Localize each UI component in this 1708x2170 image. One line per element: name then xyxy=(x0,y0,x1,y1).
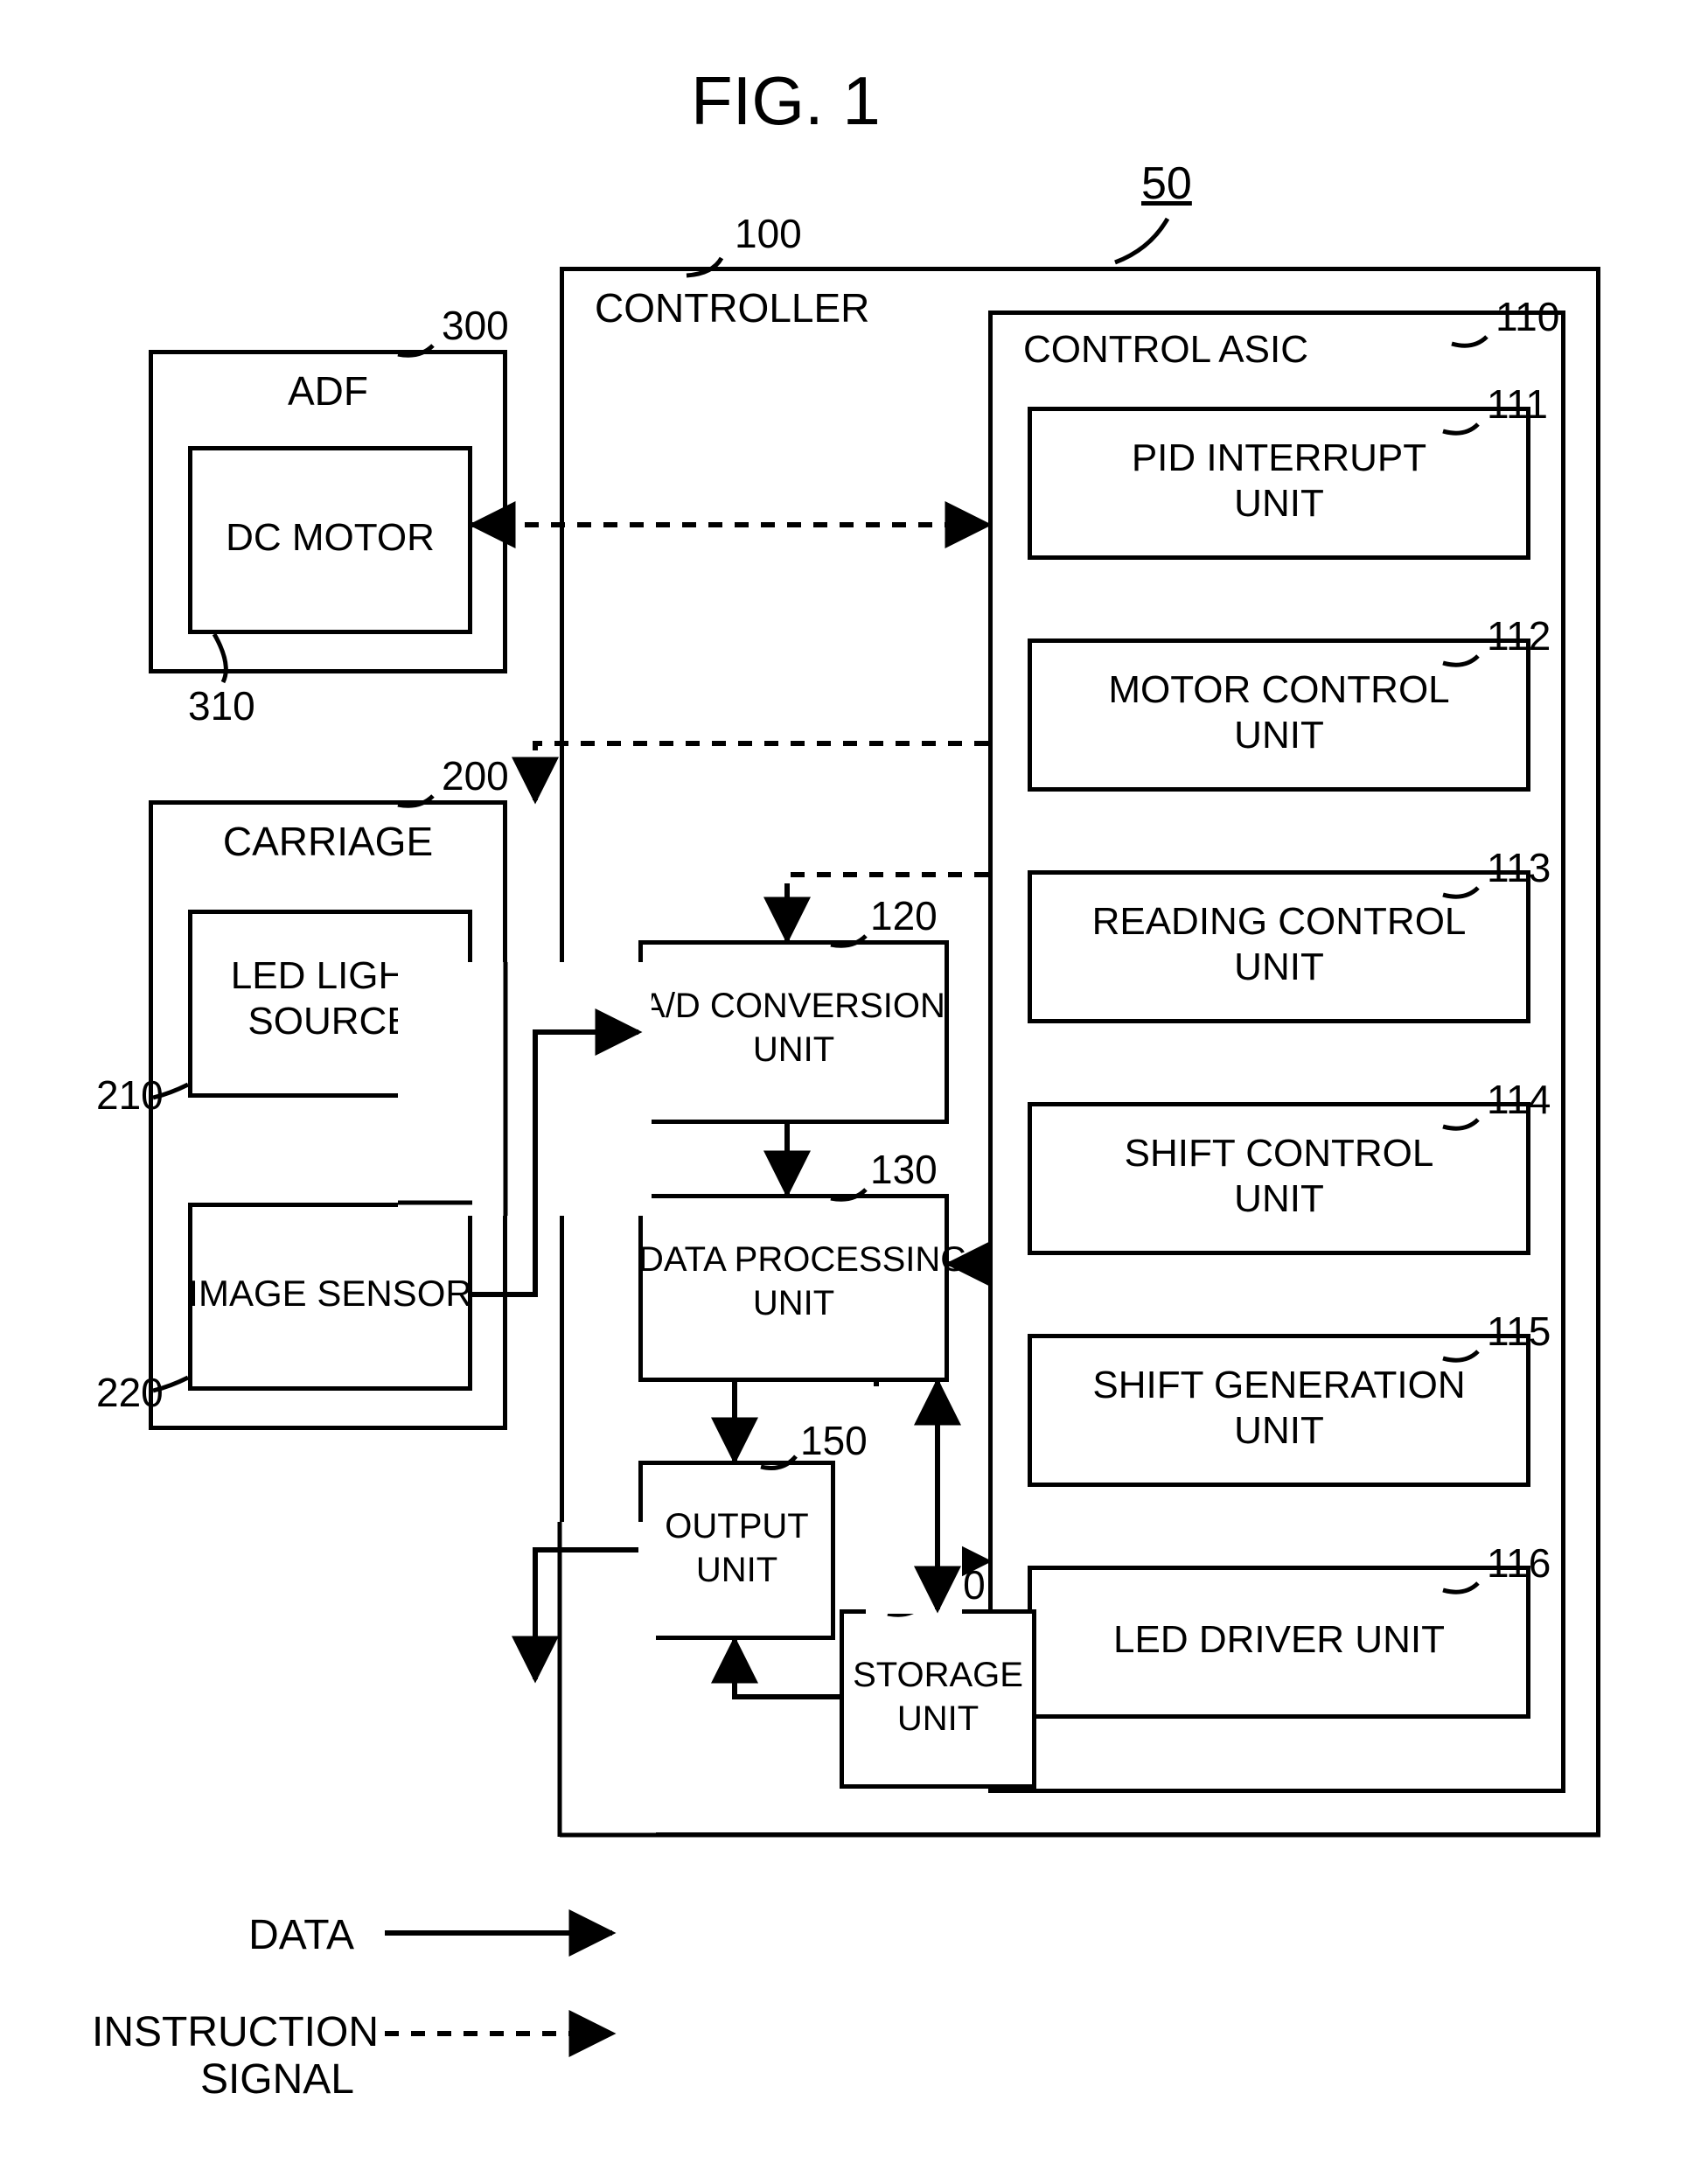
carriage-label: CARRIAGE xyxy=(149,818,507,865)
ref-output: 150 xyxy=(800,1417,868,1464)
controller-label: CONTROLLER xyxy=(595,284,869,331)
ref-dcmotor: 310 xyxy=(188,682,255,729)
ref-dataproc: 130 xyxy=(870,1146,938,1193)
sensor-label: IMAGE SENSOR xyxy=(188,1273,472,1315)
to-host-label: TO HOST xyxy=(485,1692,656,1736)
legend-data: DATA xyxy=(223,1911,354,1959)
ref-ledsrc: 210 xyxy=(96,1071,164,1119)
ref-storage: 140 xyxy=(918,1561,986,1608)
ref-shiftc: 114 xyxy=(1487,1076,1551,1123)
leddrv-label: LED DRIVER UNIT xyxy=(1028,1618,1530,1662)
figure-title: FIG. 1 xyxy=(691,61,881,141)
dcmotor-label: DC MOTOR xyxy=(188,516,472,560)
adf-label: ADF xyxy=(149,367,507,415)
ref-carriage: 200 xyxy=(442,752,509,799)
output-label: OUTPUT UNIT xyxy=(638,1504,835,1592)
motor-label: MOTOR CONTROL UNIT xyxy=(1028,667,1530,758)
shiftg-label: SHIFT GENERATION UNIT xyxy=(1028,1363,1530,1454)
legend-instr: INSTRUCTION SIGNAL xyxy=(92,2009,354,2104)
ref-adf: 300 xyxy=(442,302,509,349)
ref-system: 50 xyxy=(1141,157,1192,210)
asic-label: CONTROL ASIC xyxy=(1023,328,1308,372)
ref-pid: 111 xyxy=(1487,380,1548,428)
ref-asic: 110 xyxy=(1495,293,1559,340)
dataproc-label: DATA PROCESSING UNIT xyxy=(638,1238,949,1325)
ref-controller: 100 xyxy=(735,210,802,257)
pid-label: PID INTERRUPT UNIT xyxy=(1028,436,1530,527)
ref-shiftg: 115 xyxy=(1487,1308,1551,1355)
shiftc-label: SHIFT CONTROL UNIT xyxy=(1028,1131,1530,1222)
ref-ad: 120 xyxy=(870,892,938,939)
ad-label: A/D CONVERSION UNIT xyxy=(638,984,949,1071)
ledsrc-label: LED LIGHT SOURCE xyxy=(188,953,472,1044)
ref-sensor: 220 xyxy=(96,1369,164,1416)
ref-read: 113 xyxy=(1487,844,1551,891)
page: FIG. 1 50 CONTROLLER 100 CONTROL ASIC 11… xyxy=(0,0,1708,2170)
ref-motor: 112 xyxy=(1487,612,1551,659)
read-label: READING CONTROL UNIT xyxy=(1028,899,1530,990)
storage-label: STORAGE UNIT xyxy=(840,1653,1036,1741)
ref-leddrv: 116 xyxy=(1487,1539,1551,1587)
